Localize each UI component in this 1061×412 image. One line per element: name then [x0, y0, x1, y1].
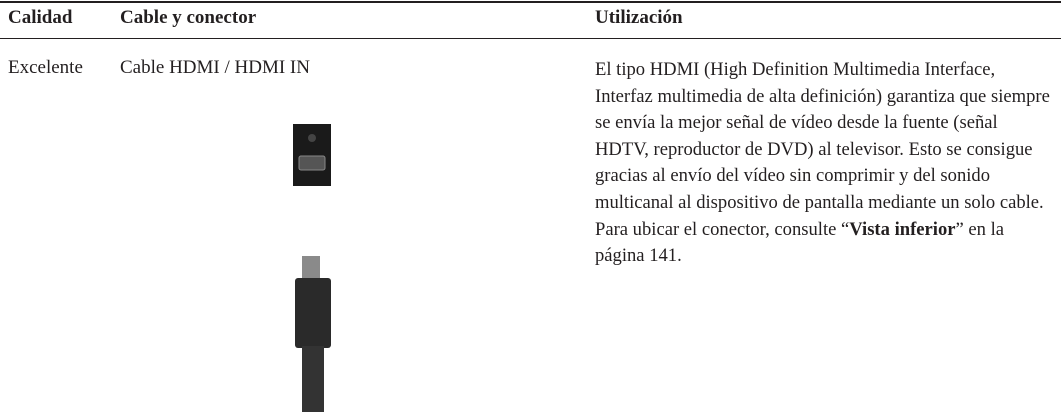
cable [302, 346, 324, 412]
usage-text: ” en la página 141. [595, 218, 1005, 267]
usage: El tipo HDMI (High Definition Multimedia… [595, 57, 1055, 270]
top-rule [0, 1, 1061, 3]
header-cell: Cable y conector [120, 7, 257, 28]
quality: Excelente [8, 57, 83, 78]
hdmi-illustration [293, 124, 331, 412]
port-socket [298, 155, 326, 171]
usage-text: El tipo HDMI (High Definition Multimedia… [595, 59, 1050, 240]
port-screw [308, 134, 316, 142]
cable: Cable HDMI / HDMI IN [120, 57, 310, 78]
plug-tip [302, 256, 320, 278]
header-cell: Utilización [595, 7, 683, 28]
plug-body [295, 278, 331, 348]
usage-link: Vista inferior [849, 218, 956, 240]
port-plate [293, 124, 331, 186]
header-cell: Calidad [8, 7, 73, 28]
header-rule [0, 38, 1061, 39]
